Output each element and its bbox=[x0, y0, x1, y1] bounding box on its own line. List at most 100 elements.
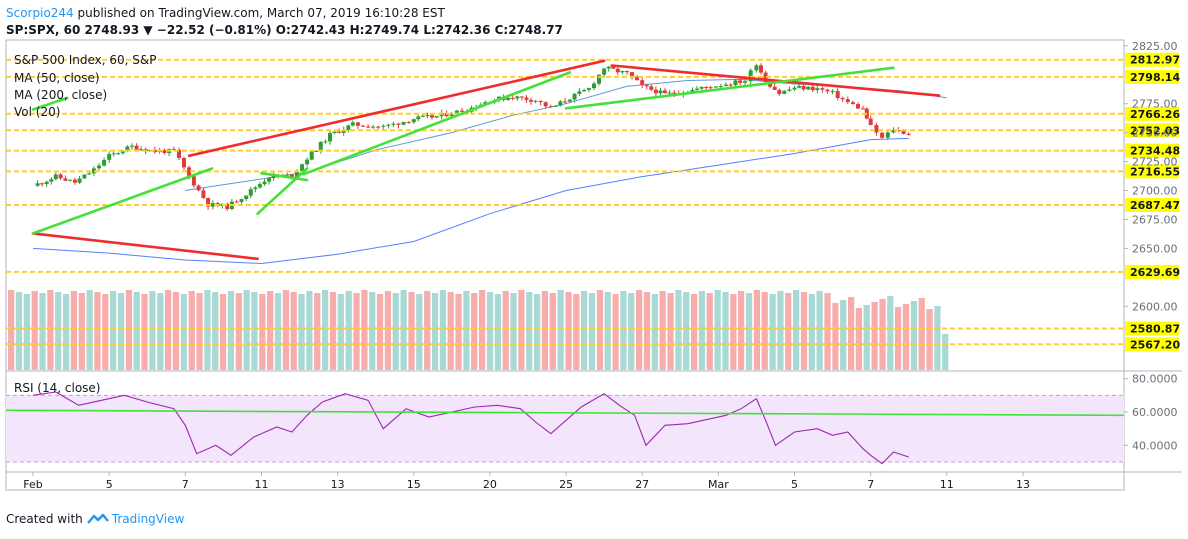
candle-body bbox=[376, 126, 381, 128]
candle-body bbox=[191, 176, 196, 186]
time-tick-label: 20 bbox=[483, 478, 497, 491]
volume-bar bbox=[353, 293, 360, 370]
volume-bar bbox=[573, 294, 580, 370]
volume-bar bbox=[188, 291, 195, 370]
candle-body bbox=[171, 148, 176, 150]
candle-body bbox=[553, 105, 558, 107]
candle-body bbox=[548, 106, 553, 108]
candle-body bbox=[699, 86, 704, 89]
candle-body bbox=[125, 146, 130, 152]
level-label: 2812.97 bbox=[1130, 54, 1180, 67]
volume-bar bbox=[691, 294, 698, 370]
time-tick-label: 5 bbox=[106, 478, 113, 491]
candle-body bbox=[196, 185, 201, 191]
volume-bar bbox=[235, 293, 242, 370]
time-tick-label: 11 bbox=[940, 478, 954, 491]
author-link[interactable]: Scorpio244 bbox=[6, 6, 74, 20]
candle-body bbox=[44, 181, 49, 185]
candle-body bbox=[53, 174, 58, 180]
candle-body bbox=[792, 87, 797, 90]
candle-body bbox=[543, 102, 548, 107]
candle-body bbox=[187, 167, 192, 177]
candle-body bbox=[901, 130, 906, 134]
level-label: 2687.47 bbox=[1130, 199, 1180, 212]
candle-body bbox=[885, 132, 890, 138]
volume-bar bbox=[133, 292, 140, 370]
candle-body bbox=[182, 158, 186, 168]
candle-body bbox=[874, 125, 879, 133]
candle-body bbox=[640, 80, 645, 85]
candle-body bbox=[558, 101, 563, 106]
rsi-tick-label: 60.0000 bbox=[1132, 406, 1178, 419]
rsi-trendline bbox=[5, 409, 1125, 417]
green-trendline bbox=[31, 96, 69, 111]
volume-bar bbox=[824, 293, 831, 370]
candle-body bbox=[318, 142, 323, 151]
candle-body bbox=[116, 153, 121, 155]
candle-body bbox=[592, 83, 596, 89]
candle-body bbox=[772, 86, 777, 90]
volume-bar bbox=[698, 291, 706, 370]
candle-body bbox=[206, 198, 211, 207]
candle-body bbox=[519, 96, 524, 98]
red-trendline bbox=[610, 64, 941, 97]
candle-body bbox=[797, 86, 802, 88]
volume-bar bbox=[23, 294, 30, 370]
tradingview-logo-icon bbox=[86, 513, 109, 524]
candle-body bbox=[40, 183, 45, 185]
candle-body bbox=[728, 84, 733, 86]
candle-body bbox=[524, 97, 529, 100]
volume-bar bbox=[753, 290, 761, 370]
candle-body bbox=[667, 92, 672, 94]
level-label: 2752.03 bbox=[1130, 124, 1180, 137]
volume-bar bbox=[942, 334, 949, 370]
candle-body bbox=[49, 179, 54, 182]
level-label: 2798.14 bbox=[1130, 71, 1180, 84]
tradingview-brand-text: TradingView bbox=[111, 512, 185, 526]
level-label-bg bbox=[1125, 337, 1179, 352]
volume-bar bbox=[290, 292, 297, 370]
volume-bar bbox=[165, 290, 172, 370]
candle-body bbox=[449, 114, 454, 117]
candle-body bbox=[810, 86, 815, 91]
candle-body bbox=[346, 125, 351, 130]
candle-body bbox=[396, 123, 401, 125]
candle-body bbox=[420, 115, 425, 117]
candle-body bbox=[271, 174, 276, 179]
candle-body bbox=[830, 91, 835, 93]
candle-body bbox=[801, 86, 806, 90]
candle-body bbox=[708, 87, 713, 89]
volume-bar bbox=[800, 292, 808, 370]
volume-bar bbox=[329, 292, 337, 370]
volume-bar bbox=[722, 292, 729, 370]
footer: Created with TradingView bbox=[6, 512, 184, 526]
red-trendline bbox=[31, 232, 259, 261]
candle-body bbox=[649, 86, 654, 90]
tradingview-link[interactable]: TradingView bbox=[86, 512, 185, 526]
candle-body bbox=[653, 89, 658, 94]
candle-body bbox=[295, 171, 299, 178]
candle-body bbox=[350, 122, 355, 126]
volume-bar bbox=[102, 294, 109, 370]
rsi-tick-label: 40.0000 bbox=[1132, 439, 1178, 452]
level-label: 2629.69 bbox=[1130, 266, 1180, 279]
volume-bar bbox=[204, 290, 211, 370]
candle-body bbox=[91, 168, 96, 174]
volume-bar bbox=[730, 294, 737, 370]
volume-bar bbox=[855, 308, 863, 370]
volume-bar bbox=[588, 293, 596, 370]
candle-body bbox=[411, 119, 416, 123]
candle-body bbox=[386, 124, 391, 126]
candle-body bbox=[58, 174, 63, 179]
green-trendline bbox=[256, 167, 309, 215]
candle-body bbox=[635, 76, 640, 81]
price-tick-label: 2600.00 bbox=[1132, 300, 1178, 313]
volume-bar bbox=[871, 302, 878, 370]
volume-bar bbox=[479, 290, 486, 370]
time-tick-label: 15 bbox=[407, 478, 421, 491]
volume-bar bbox=[816, 291, 823, 370]
level-label-bg bbox=[1125, 264, 1179, 279]
volume-bar bbox=[643, 292, 651, 370]
candle-body bbox=[97, 165, 101, 169]
